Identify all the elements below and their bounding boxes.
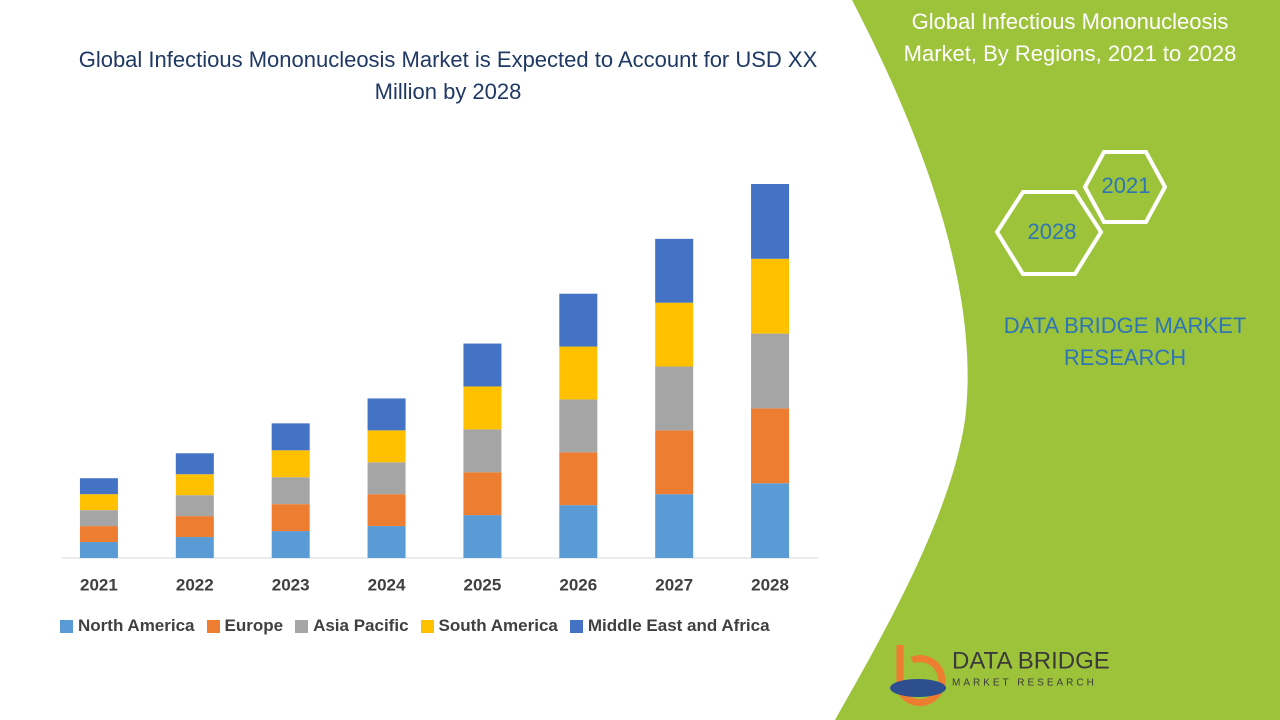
bar-segment	[79, 494, 118, 511]
bar-segment	[367, 430, 406, 463]
hexagon-label: 2021	[1102, 173, 1151, 198]
x-tick-label: 2024	[368, 575, 406, 594]
bar-segment	[79, 526, 118, 543]
bar-segment	[175, 516, 214, 538]
bar-segment	[751, 483, 790, 558]
bar-segment	[559, 452, 598, 506]
bar-segment	[175, 453, 214, 475]
panel-title: Global Infectious Mononucleosis Market, …	[903, 9, 1237, 66]
bar-segment	[655, 430, 694, 495]
x-tick-label: 2028	[751, 575, 789, 594]
bar-segment	[175, 537, 214, 558]
legend-item: Asia Pacific	[295, 616, 409, 636]
side-panel	[835, 0, 1280, 720]
bar-segment	[463, 472, 502, 516]
bar-segment	[79, 510, 118, 527]
x-tick-label: 2026	[559, 575, 597, 594]
brand: DATA BRIDGE MARKET RESEARCH	[1003, 313, 1247, 370]
bar-segment	[271, 477, 310, 505]
chart-title: Global Infectious Mononucleosis Market i…	[78, 47, 818, 104]
bar-segment	[559, 399, 598, 453]
bar-segment	[751, 184, 790, 259]
legend-item: North America	[60, 616, 195, 636]
legend-item: Europe	[206, 616, 284, 636]
bar-segment	[175, 495, 214, 517]
hexagon-label: 2028	[1028, 219, 1077, 244]
bar-segment	[655, 366, 694, 431]
logo-name: DATA BRIDGE	[952, 647, 1110, 674]
bar-segment	[367, 398, 406, 431]
legend-label: Middle East and Africa	[587, 616, 770, 635]
bar-segment	[367, 494, 406, 527]
bar-segment	[559, 346, 598, 400]
bar-segment	[463, 429, 502, 473]
legend-swatch	[420, 619, 434, 633]
bar-segment	[655, 238, 694, 303]
legend-item: South America	[420, 616, 558, 636]
bar-segment	[463, 386, 502, 430]
bar-segment	[463, 343, 502, 387]
bar-segment	[751, 258, 790, 334]
x-tick-label: 2021	[80, 575, 118, 594]
legend-swatch	[60, 619, 73, 633]
logo-tagline: MARKET RESEARCH	[952, 678, 1097, 689]
legend-label: South America	[438, 616, 558, 635]
bar-segment	[79, 542, 118, 558]
legend-label: North America	[78, 616, 195, 635]
logo-mark	[890, 679, 946, 697]
bar-segment	[271, 504, 310, 532]
bar-segment	[655, 494, 694, 558]
bar-segment	[271, 531, 310, 558]
bar-segment	[79, 478, 118, 495]
x-tick-label: 2025	[464, 575, 502, 594]
legend-item: Middle East and Africa	[569, 616, 770, 636]
bar-segment	[367, 462, 406, 495]
x-tick-label: 2022	[176, 575, 214, 594]
bar-segment	[271, 450, 310, 478]
bar-segment	[367, 526, 406, 558]
legend-label: Europe	[224, 616, 284, 635]
bar-segment	[655, 302, 694, 367]
legend-label: Asia Pacific	[313, 616, 409, 635]
legend-swatch	[206, 619, 220, 633]
legend: North America Europe Asia Pacific South Ame…	[60, 616, 770, 636]
bar-segment	[175, 474, 214, 496]
bar-segment	[463, 515, 502, 558]
bar-segment	[559, 293, 598, 347]
hexagon	[994, 190, 1104, 276]
bar-segment	[271, 423, 310, 451]
bar-segment	[751, 408, 790, 484]
x-tick-label: 2027	[655, 575, 693, 594]
x-tick-label: 2023	[272, 575, 310, 594]
legend-swatch	[569, 619, 583, 633]
hexagon	[1082, 150, 1168, 224]
bar-segment	[751, 333, 790, 409]
bar-segment	[559, 505, 598, 558]
legend-swatch	[295, 619, 309, 633]
